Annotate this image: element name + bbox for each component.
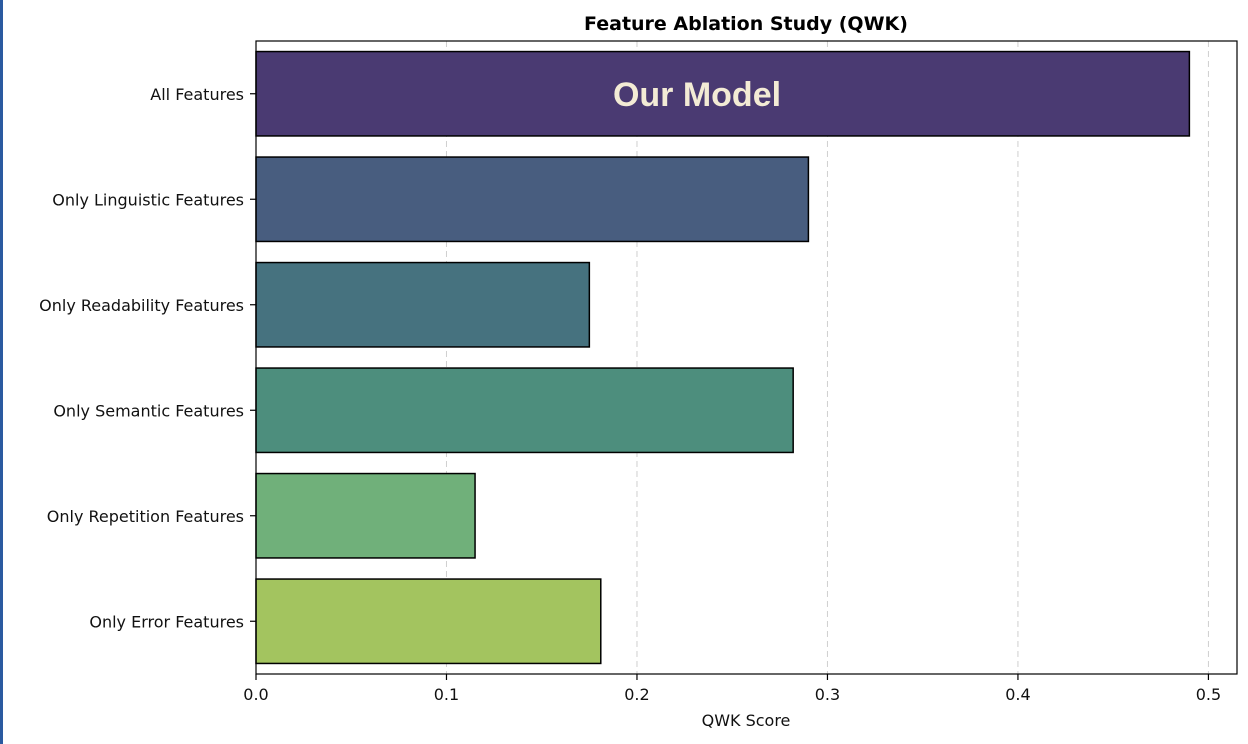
y-tick-label: Only Error Features xyxy=(89,612,244,631)
bar-4 xyxy=(255,367,794,454)
y-tick-label: Only Linguistic Features xyxy=(52,190,244,209)
y-tick-label: Only Semantic Features xyxy=(53,401,244,420)
y-tick-label: Only Repetition Features xyxy=(47,507,244,526)
our-model-annotation: Our Model xyxy=(613,76,781,114)
bar-6 xyxy=(255,578,602,665)
plot-frame xyxy=(255,40,1238,675)
x-tick-label: 0.5 xyxy=(1196,685,1221,704)
x-axis-label: QWK Score xyxy=(702,711,791,730)
bar-5 xyxy=(255,472,476,559)
bar-2 xyxy=(255,156,810,243)
x-tick-label: 0.4 xyxy=(1005,685,1030,704)
bar-3 xyxy=(255,261,591,348)
chart-title: Feature Ablation Study (QWK) xyxy=(584,13,908,35)
x-tick-label: 0.2 xyxy=(624,685,649,704)
y-tick-label: Only Readability Features xyxy=(39,296,244,315)
y-tick-label: All Features xyxy=(150,85,244,104)
bars-group xyxy=(255,50,1191,665)
x-axis: 0.0 0.1 0.2 0.3 0.4 0.5 xyxy=(243,674,1221,704)
x-tick-label: 0.0 xyxy=(243,685,268,704)
x-tick-label: 0.1 xyxy=(434,685,459,704)
x-tick-label: 0.3 xyxy=(815,685,840,704)
left-border xyxy=(0,0,3,744)
y-axis: All Features Only Linguistic Features Only… xyxy=(39,85,256,631)
